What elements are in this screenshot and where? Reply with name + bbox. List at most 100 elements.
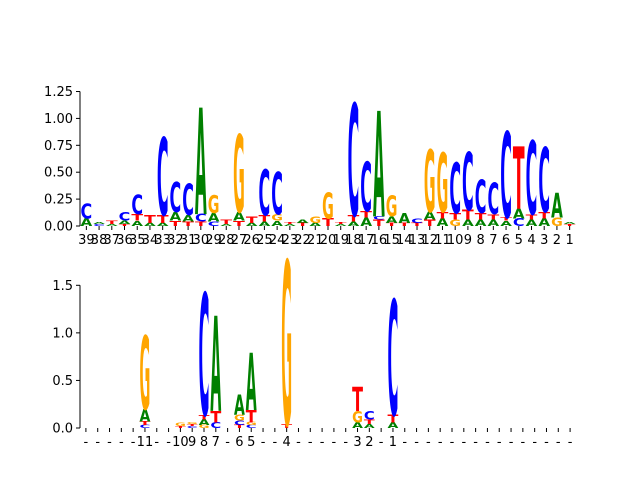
x-tick-label: 5 [515,233,523,248]
logo-letter-a: A [220,223,232,227]
x-tick-label: - [166,435,171,450]
x-tick-label: 4 [527,233,535,248]
logo-letter-c: C [487,174,499,224]
logo-letter-t: T [462,207,474,223]
logo-letter-a: A [551,188,563,227]
logo-letter-t: T [411,222,423,227]
logo-letter-c: C [475,172,487,225]
logo-letter-t: T [297,222,309,227]
logo-letter-t: T [437,211,450,221]
x-tick-label: - [308,435,313,450]
logo-letter-a: A [208,211,220,225]
x-tick-label: - [379,435,384,450]
x-tick-label: - [225,435,230,450]
x-tick-label: - [521,435,526,450]
x-tick-label: - [568,435,573,450]
logo-letter-g: G [246,422,257,426]
x-tick-label: 14 [396,233,413,248]
x-tick-label: 26 [243,233,260,248]
logo-letter-a: A [140,406,151,426]
logo-letter-g: G [424,134,436,233]
x-tick-label: 1 [566,233,574,248]
logo-letter-t: T [487,213,499,221]
logo-letter-a: A [182,214,194,224]
logo-letter-a: A [364,424,376,430]
x-tick-label: 25 [256,233,273,248]
x-tick-label: 3 [353,435,361,450]
x-tick-label: 19 [332,233,349,248]
logo-letter-c: C [500,108,512,245]
logo-letter-c: C [234,419,245,427]
logo-letter-g: G [175,423,186,427]
logo-letter-a: A [487,218,499,228]
logo-letter-c: C [210,421,221,430]
logo-letter-t: T [564,223,577,226]
x-tick-label: 29 [205,233,222,248]
x-tick-label: 18 [345,233,362,248]
logo-letter-a: A [297,219,309,224]
logo-letter-t: T [175,425,186,428]
logo-letter-c: C [199,260,210,454]
logo-letter-c: C [93,223,105,227]
logo-letter-g: G [449,218,461,228]
x-tick-label: - [450,435,455,450]
logo-letter-t: T [449,212,462,222]
x-tick-label: 4 [283,435,291,450]
y-tick-label: 1.5 [52,279,73,294]
x-tick-label: 1 [389,435,397,450]
logo-letter-c: C [119,211,131,224]
logo-letter-g: G [187,422,198,425]
x-tick-label: 10 [172,435,189,450]
x-tick-label: 28 [218,233,235,248]
logo-letter-t: T [119,223,132,226]
x-tick-label: 34 [142,233,159,248]
logo-letter-t: T [210,407,221,426]
logo-letter-c: C [259,158,271,231]
y-tick-label: 1.25 [44,85,73,100]
logo-letter-g: G [551,216,563,230]
x-tick-label: 8 [200,435,208,450]
logo-letter-c: C [246,424,257,429]
logo-letter-a: A [373,84,385,251]
y-tick-label: 0.5 [52,374,73,389]
logo-letter-a: A [131,219,144,228]
logo-letter-a: A [233,210,245,224]
x-tick-label: 11 [137,435,154,450]
x-tick-label: - [332,435,337,450]
x-tick-label: 23 [282,233,299,248]
logo-letter-c: C [81,201,93,225]
logo-letter-t: T [526,213,538,221]
logo-letter-g: G [233,114,245,237]
logo-letter-c: C [182,175,194,225]
x-tick-label: - [154,435,159,450]
x-tick-label: - [485,435,490,450]
x-tick-label: 9 [188,435,196,450]
logo-letter-c: C [131,191,143,221]
logo-letter-a: A [335,223,347,227]
logo-letter-a: A [398,212,410,227]
logo-letter-c: C [526,121,538,238]
logo-letter-t: T [182,221,194,228]
logo-letter-t: T [388,414,400,426]
y-tick-label: 0.25 [44,193,73,208]
x-tick-label: - [556,435,561,450]
logo-letter-c: C [462,136,474,229]
logo-letter-c: C [195,213,207,225]
x-tick-label: 24 [269,233,286,248]
logo-letter-g: G [199,425,210,429]
logo-letter-a: A [284,223,296,227]
x-tick-label: 17 [358,233,375,248]
logo-letter-a: A [234,391,245,422]
x-tick-label: - [509,435,514,450]
y-tick-label: 1.0 [52,326,73,341]
x-tick-label: - [320,435,325,450]
logo-letter-t: T [386,222,398,227]
x-tick-label: 10 [447,233,464,248]
logo-letter-t: T [284,221,297,224]
logo-letter-c: C [364,410,375,423]
logo-letter-a: A [500,219,513,228]
logo-letter-g: G [208,190,220,220]
x-tick-label: 11 [434,233,451,248]
